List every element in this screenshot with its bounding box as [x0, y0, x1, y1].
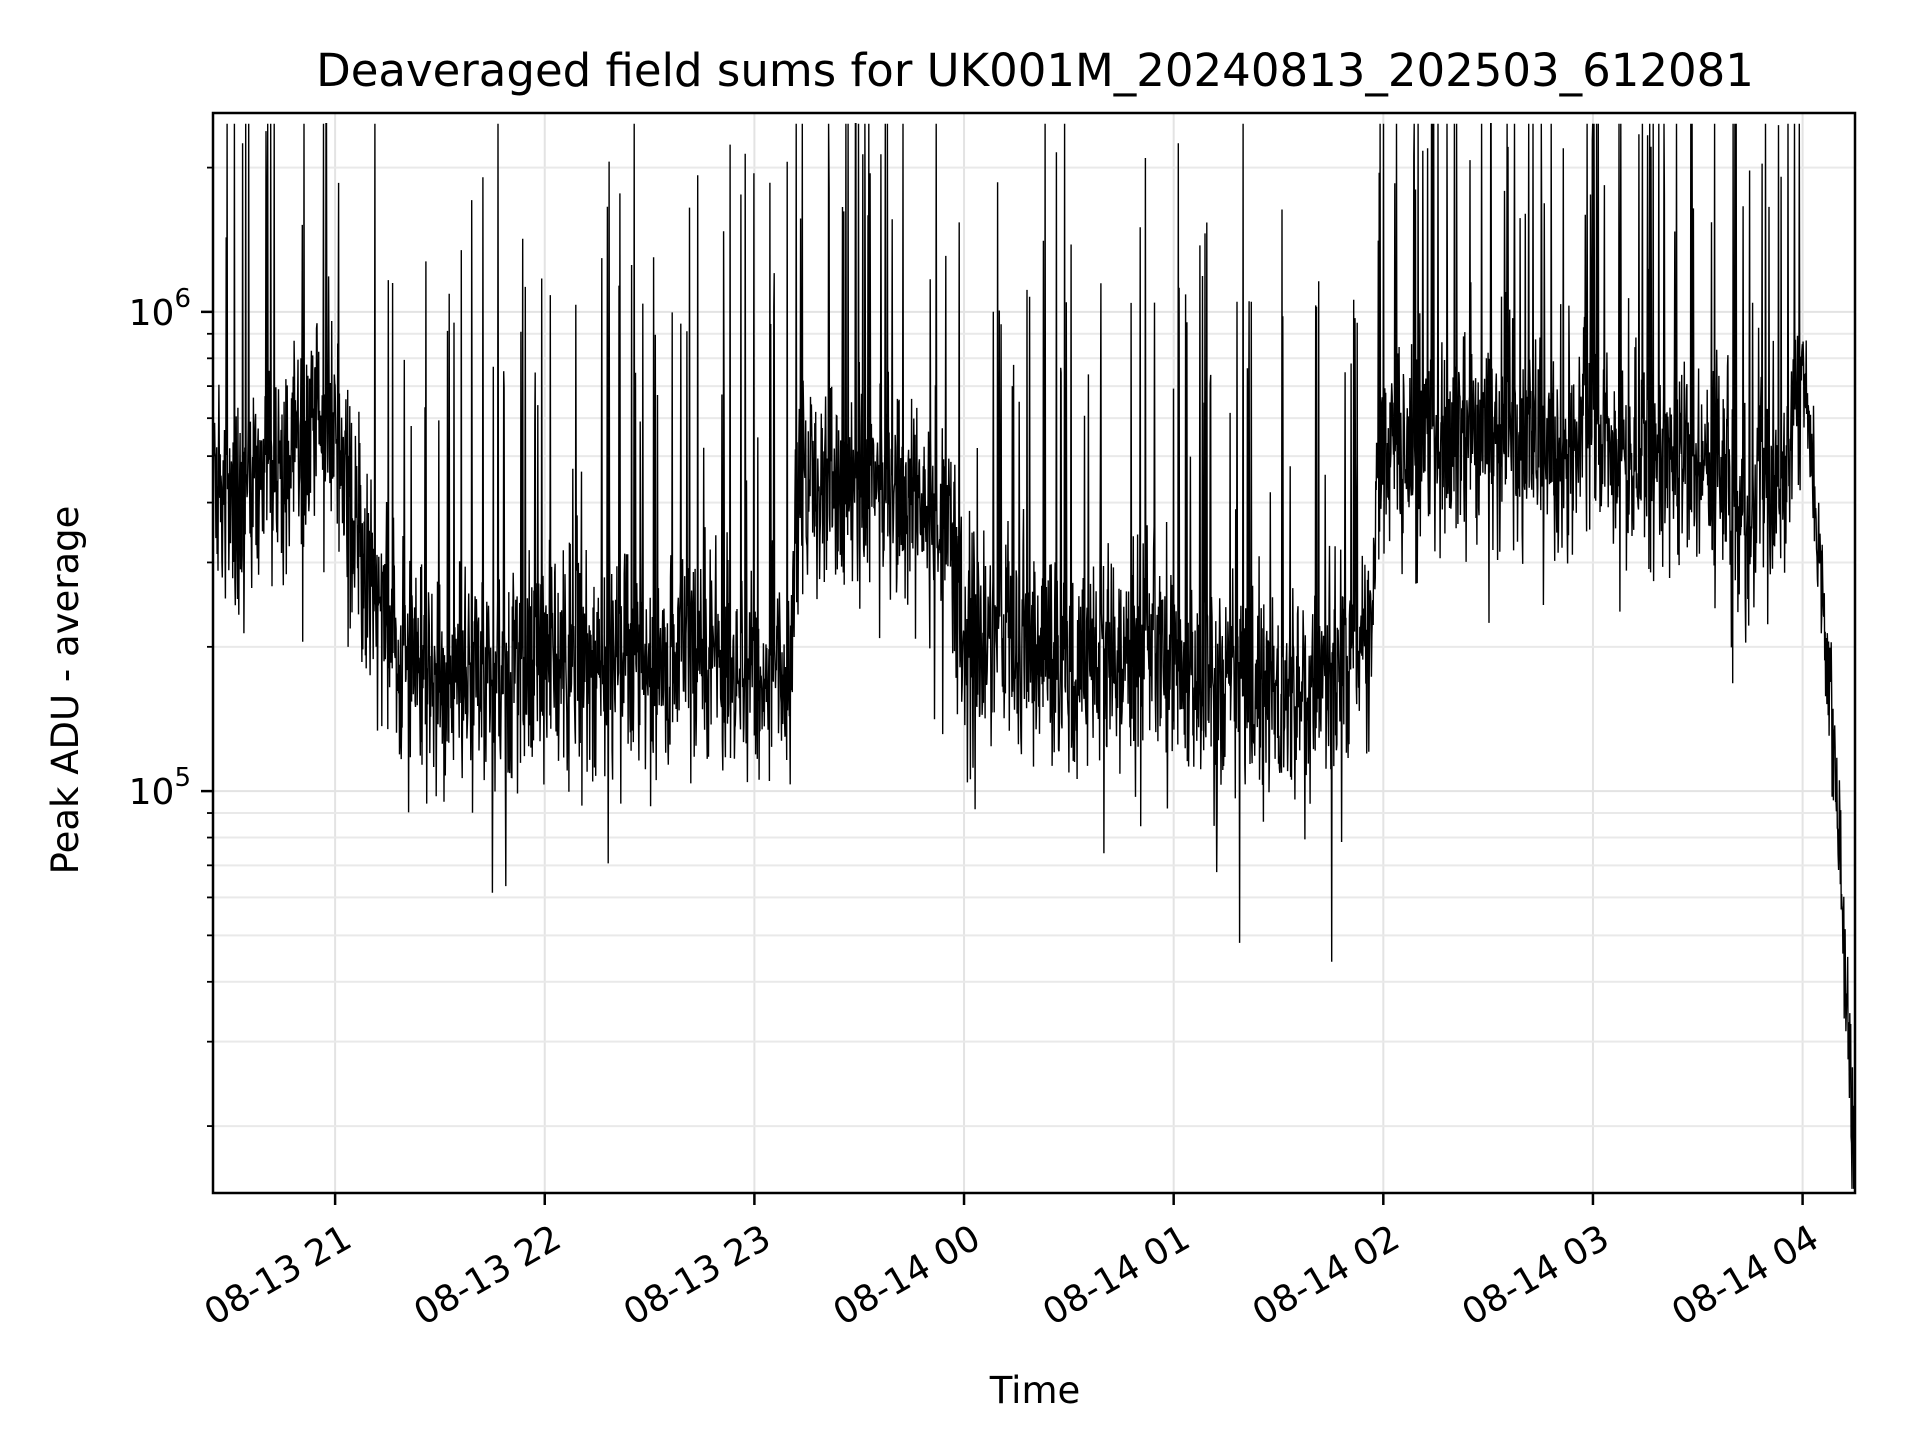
chart-title: Deaveraged field sums for UK001M_2024081…: [316, 44, 1754, 97]
y-tick-base: 10: [129, 293, 175, 334]
y-tick-exponent: 6: [174, 284, 191, 314]
y-tick-label: 105: [129, 763, 191, 813]
y-tick-label: 106: [129, 284, 191, 334]
y-tick-base: 10: [129, 772, 175, 813]
plot-frame: [211, 111, 1857, 1195]
x-axis-label: Time: [989, 1369, 1081, 1412]
series-line: [212, 123, 1856, 1189]
y-axis-label: Peak ADU - average: [44, 506, 87, 875]
y-tick-exponent: 5: [174, 763, 191, 793]
